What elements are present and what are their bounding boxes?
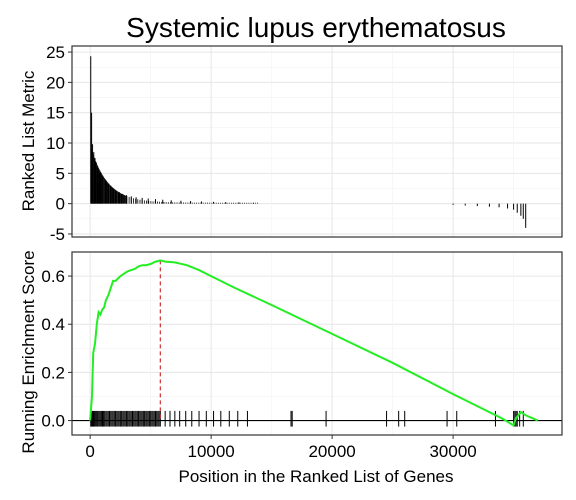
top-y-tick-label: 5 bbox=[56, 164, 65, 183]
top-y-tick-label: 10 bbox=[46, 134, 65, 153]
top-y-tick-label: 20 bbox=[46, 73, 65, 92]
bottom-y-axis: 0.0 0.2 0.4 0.6 bbox=[41, 267, 72, 431]
top-y-tick-label: 15 bbox=[46, 104, 65, 123]
bottom-panel: 0.0 0.2 0.4 0.6 0 10000 20000 30000 Running En… bbox=[19, 250, 563, 486]
bottom-y-tick-label: 0.2 bbox=[41, 363, 65, 382]
bottom-y-tick-label: 0.4 bbox=[41, 315, 65, 334]
gene-hit-ticks bbox=[90, 410, 524, 427]
bottom-panel-border bbox=[71, 251, 563, 436]
top-y-tick-label: 25 bbox=[46, 43, 65, 62]
bottom-panel-grid bbox=[72, 252, 562, 435]
top-panel-grid bbox=[71, 46, 562, 237]
x-tick-label: 0 bbox=[85, 442, 94, 461]
bottom-y-tick-label: 0.0 bbox=[41, 412, 65, 431]
top-y-tick-label: 0 bbox=[56, 195, 65, 214]
x-tick-label: 10000 bbox=[187, 442, 234, 461]
x-tick-label: 20000 bbox=[308, 442, 355, 461]
x-axis: 0 10000 20000 30000 bbox=[85, 435, 477, 461]
top-y-axis: -5 0 5 10 15 20 25 bbox=[46, 43, 72, 244]
ranked-metric-bars bbox=[90, 56, 527, 228]
running-enrichment-score-line bbox=[89, 259, 539, 427]
top-y-axis-title: Ranked List Metric bbox=[19, 70, 38, 211]
top-panel-border bbox=[71, 45, 563, 238]
bottom-y-tick-label: 0.6 bbox=[41, 267, 65, 286]
x-axis-title: Position in the Ranked List of Genes bbox=[179, 467, 454, 486]
top-y-tick-label: -5 bbox=[50, 225, 65, 244]
chart-title: Systemic lupus erythematosus bbox=[126, 12, 506, 43]
top-panel: -5 0 5 10 15 20 25 Ranked List Metric bbox=[19, 43, 563, 244]
bottom-y-axis-title: Running Enrichment Score bbox=[19, 250, 38, 453]
x-tick-label: 30000 bbox=[429, 442, 476, 461]
